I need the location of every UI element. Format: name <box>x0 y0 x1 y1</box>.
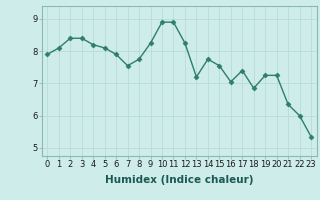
X-axis label: Humidex (Indice chaleur): Humidex (Indice chaleur) <box>105 175 253 185</box>
